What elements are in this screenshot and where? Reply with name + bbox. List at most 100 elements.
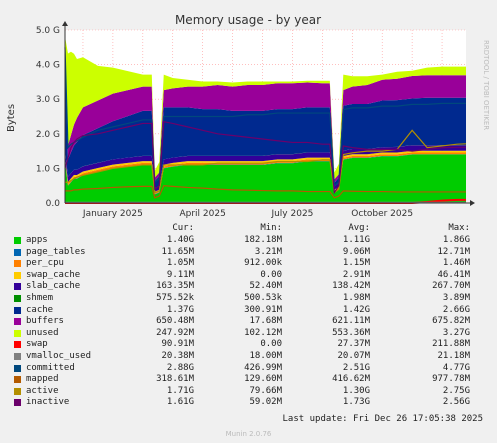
legend-row-committed: committed 2.88G 426.99M 2.51G 4.77G	[14, 363, 484, 374]
legend-value-min: 912.00k	[244, 258, 282, 269]
legend-value-cur: 90.91M	[161, 339, 194, 350]
line-active	[65, 129, 467, 194]
legend-value-cur: 575.52k	[156, 293, 194, 303]
legend-value-cur: 247.92M	[156, 327, 194, 338]
legend-series-name: unused	[26, 327, 59, 338]
legend-value-max: 2.66G	[442, 304, 470, 315]
legend-column-header: Avg:	[348, 223, 370, 233]
legend-swatch	[14, 387, 21, 395]
legend-value-avg: 416.62M	[332, 374, 370, 385]
legend-value-cur: 318.61M	[156, 374, 194, 385]
memory-chart: Memory usage - by year RRDTOOL / TOBI OE…	[6, 13, 490, 219]
legend-value-avg: 2.91M	[342, 269, 370, 280]
legend-value-cur: 1.61G	[166, 397, 194, 408]
legend-swatch	[14, 295, 21, 302]
legend-row-inactive: inactive 1.61G 59.02M 1.73G 2.56G	[14, 397, 484, 408]
y-tick-label: 4.0 G	[36, 61, 60, 71]
legend-value-max: 3.27G	[442, 327, 470, 338]
legend-value-cur: 650.48M	[156, 316, 194, 327]
x-axis-arrow	[470, 200, 475, 206]
legend-series-name: active	[26, 385, 59, 396]
legend-value-cur: 1.71G	[166, 385, 194, 396]
legend-swatch	[14, 237, 21, 244]
legend-value-max: 46.41M	[437, 269, 470, 280]
legend-value-avg: 2.51G	[342, 362, 370, 373]
y-tick-label: 3.0 G	[36, 95, 60, 105]
munin-version: Munin 2.0.76	[225, 430, 272, 438]
legend-value-avg: 621.11M	[332, 316, 370, 327]
legend-value-min: 52.40M	[249, 281, 282, 292]
legend-value-avg: 1.73G	[342, 397, 370, 408]
legend-value-min: 182.18M	[244, 235, 282, 245]
legend-row-buffers: buffers 650.48M 17.68M 621.11M 675.82M	[14, 316, 484, 327]
legend-series-name: inactive	[26, 397, 70, 408]
legend-row-swap: swap 90.91M 0.00 27.37M 211.88M	[14, 339, 484, 350]
legend-value-min: 102.12M	[244, 327, 282, 338]
legend-swatch	[14, 364, 21, 372]
legend-value-max: 4.77G	[442, 362, 470, 373]
legend-value-min: 59.02M	[249, 397, 282, 408]
legend-value-max: 267.70M	[432, 281, 470, 292]
legend-value-max: 211.88M	[432, 339, 470, 350]
legend-column-header: Min:	[260, 223, 282, 233]
legend-value-cur: 11.65M	[161, 246, 194, 257]
legend-value-min: 3.21M	[254, 246, 282, 257]
legend-row-slab-cache: slab_cache 163.35M 52.40M 138.42M 267.70M	[14, 281, 484, 292]
legend-series-name: buffers	[26, 316, 64, 327]
legend-value-avg: 20.07M	[337, 351, 370, 361]
legend-value-max: 2.75G	[442, 385, 470, 396]
legend-value-min: 129.60M	[244, 374, 282, 385]
legend-row-page-tables: page_tables 11.65M 3.21M 9.06M 12.71M	[14, 247, 484, 258]
legend-value-max: 21.18M	[437, 351, 470, 361]
legend-value-min: 18.00M	[249, 351, 282, 361]
legend-swatch	[14, 353, 21, 360]
line-inactive	[64, 120, 466, 195]
legend-row-mapped: mapped 318.61M 129.60M 416.62M 977.78M	[14, 374, 484, 385]
y-tick-label: 2.0 G	[36, 130, 60, 140]
legend-value-cur: 9.11M	[166, 269, 194, 280]
side-label: RRDTOOL / TOBI OETIKER	[482, 40, 490, 130]
legend-value-min: 0.00	[260, 339, 282, 350]
legend-value-avg: 553.36M	[332, 327, 370, 338]
legend-value-max: 1.46M	[442, 258, 470, 269]
legend-swatch	[14, 376, 21, 384]
legend-swatch	[14, 260, 21, 268]
legend-swatch	[14, 329, 21, 337]
line-committed	[64, 47, 466, 187]
legend-value-max: 675.82M	[432, 316, 470, 327]
legend-row-vmalloc-used: vmalloc_used 20.38M 18.00M 20.07M 21.18M	[14, 351, 484, 362]
y-axis-arrow	[62, 21, 68, 26]
legend-value-min: 0.00	[260, 269, 282, 280]
legend-swatch	[14, 306, 21, 314]
legend-value-min: 300.91M	[244, 304, 282, 315]
x-tick-label: July 2025	[270, 209, 313, 219]
legend-value-min: 17.68M	[249, 316, 282, 327]
legend-value-max: 977.78M	[432, 374, 470, 385]
legend-series-name: cache	[26, 304, 54, 315]
legend-column-header: Max:	[448, 223, 470, 233]
legend-row-active: active 1.71G 79.66M 1.30G 2.75G	[14, 386, 484, 397]
legend-value-avg: 1.30G	[342, 385, 370, 396]
legend-series-name: mapped	[26, 374, 59, 385]
legend-row-shmem: shmem 575.52k 500.53k 1.98M 3.89M	[14, 293, 484, 304]
legend-series-name: slab_cache	[26, 281, 81, 292]
legend-value-cur: 1.05M	[166, 258, 194, 269]
legend-row-per-cpu: per_cpu 1.05M 912.00k 1.15M 1.46M	[14, 258, 484, 269]
legend-series-name: page_tables	[26, 246, 86, 257]
legend-value-max: 12.71M	[437, 246, 470, 257]
legend-value-avg: 1.15M	[342, 258, 370, 269]
legend-value-max: 3.89M	[442, 293, 470, 303]
x-tick-label: April 2025	[179, 209, 225, 219]
legend-value-min: 79.66M	[249, 385, 282, 396]
y-tick-label: 1.0 G	[36, 164, 60, 174]
legend-value-avg: 1.98M	[342, 293, 370, 303]
y-tick-label: 0.0	[46, 199, 61, 209]
legend-series-name: swap_cache	[26, 269, 81, 280]
x-tick-label: January 2025	[82, 209, 143, 219]
legend-series-name: per_cpu	[26, 258, 64, 269]
legend-swatch	[14, 341, 21, 349]
legend-value-max: 2.56G	[442, 397, 470, 408]
chart-title: Memory usage - by year	[175, 13, 321, 27]
legend-value-cur: 20.38M	[161, 351, 194, 361]
legend-series-name: committed	[26, 362, 75, 373]
